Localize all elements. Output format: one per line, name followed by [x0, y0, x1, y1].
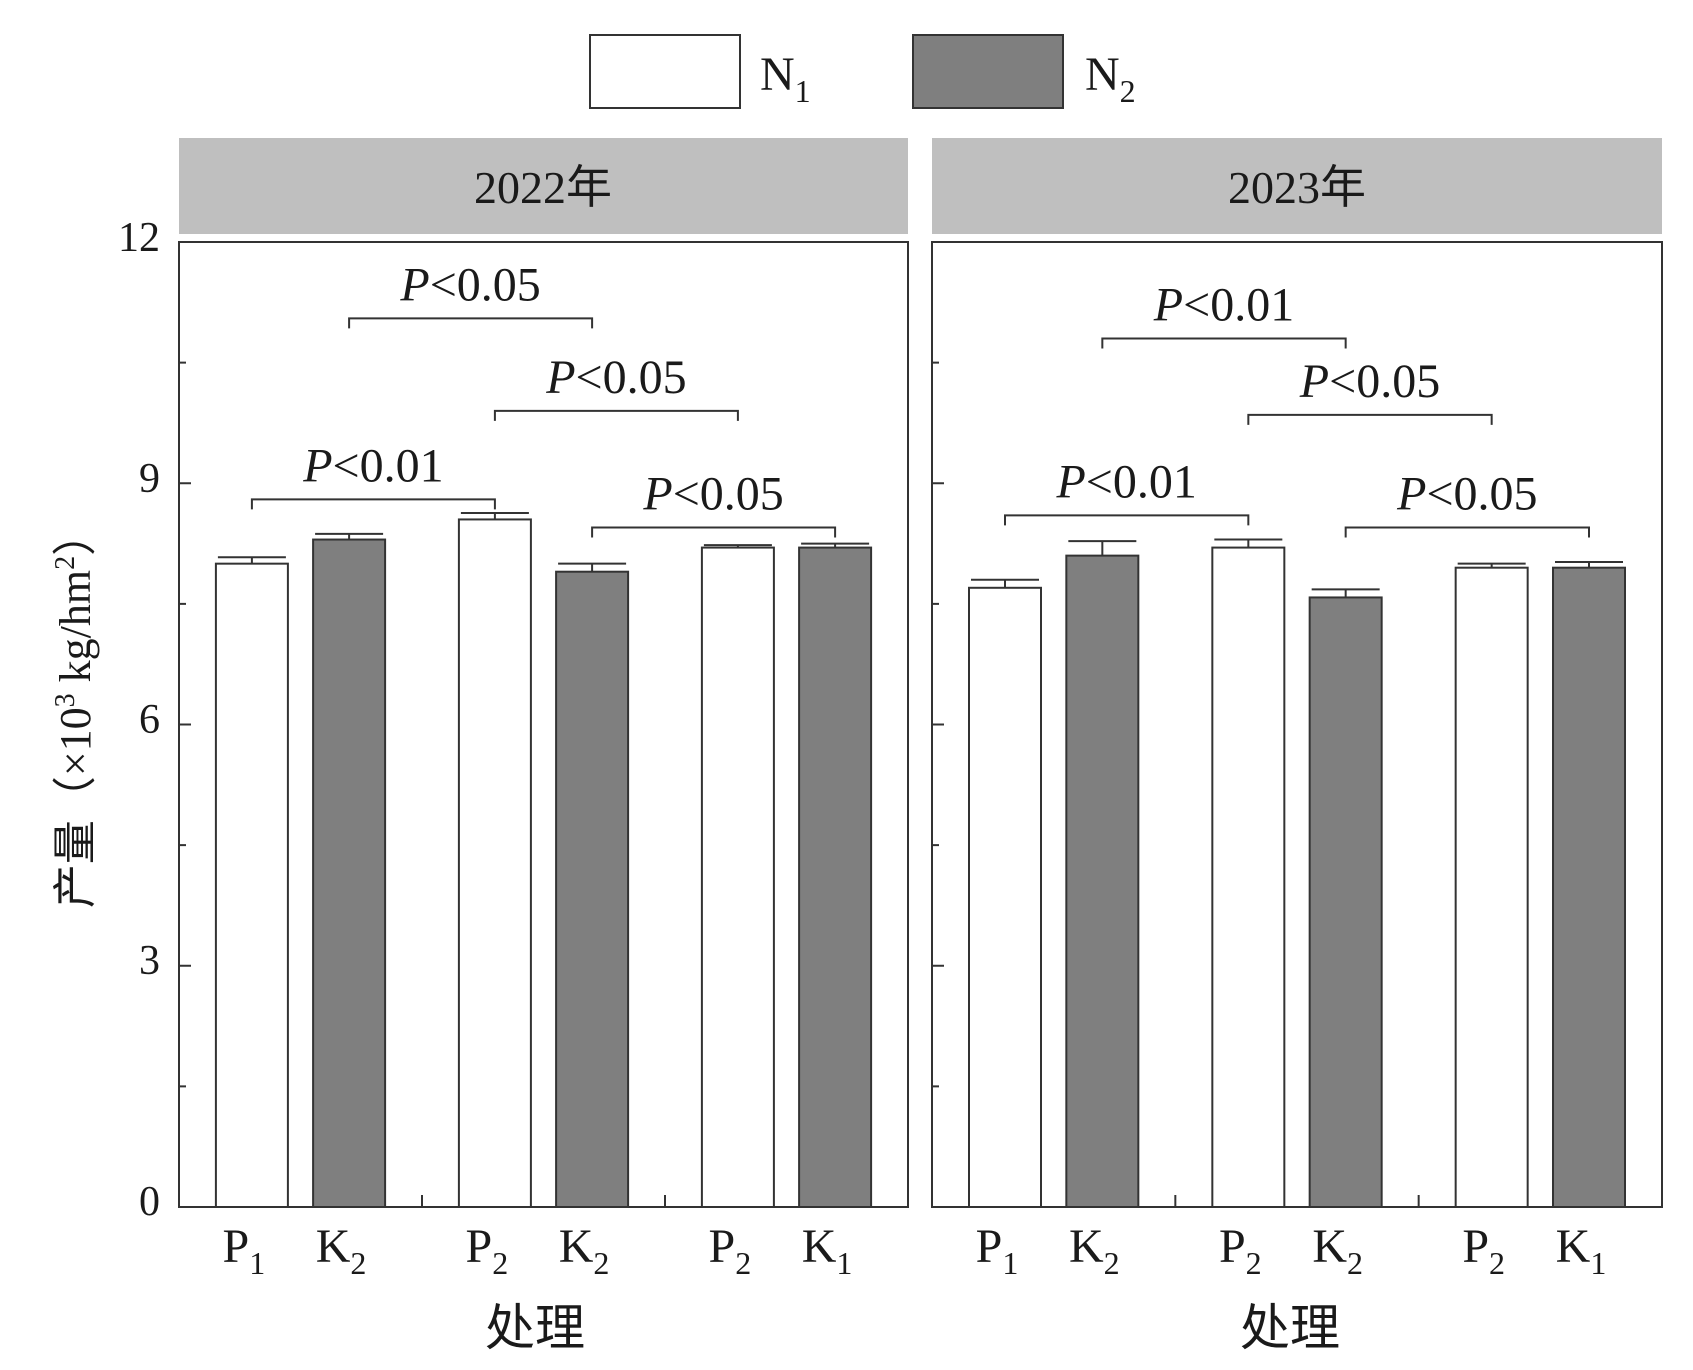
legend-label-n1: N1: [760, 48, 811, 109]
y-tick-label: 12: [118, 215, 160, 261]
significance-bracket: [250, 498, 496, 510]
x-tick-label: P2: [1462, 1220, 1505, 1281]
significance-label: P<0.05: [642, 467, 783, 520]
legend-label-n2: N2: [1085, 48, 1136, 109]
bar: [1308, 596, 1383, 1208]
significance-label: P<0.01: [1153, 279, 1294, 332]
bar: [1211, 546, 1286, 1208]
bar: [555, 570, 630, 1208]
x-tick-label: K2: [1069, 1220, 1120, 1281]
bar: [700, 546, 775, 1208]
x-tick-label: P1: [976, 1220, 1019, 1281]
y-tick-label: 6: [139, 697, 160, 743]
x-axis-title-2023: 处理: [1240, 1300, 1340, 1356]
x-tick-label: P2: [466, 1220, 509, 1281]
significance-bracket: [591, 526, 837, 538]
significance-bracket: [1344, 526, 1590, 538]
bar: [1552, 566, 1626, 1208]
bar: [457, 518, 532, 1208]
significance-label: P<0.05: [1299, 355, 1440, 408]
legend: N1 N2: [589, 34, 1136, 109]
x-tick-label: K2: [559, 1220, 610, 1281]
x-tick-label: P1: [223, 1220, 266, 1281]
x-axis-title-2022: 处理: [485, 1300, 585, 1356]
panel-title-2023: 2023年: [1228, 162, 1366, 213]
bar: [1065, 554, 1140, 1208]
y-tick-label: 9: [139, 456, 160, 502]
bar: [312, 538, 387, 1208]
panel-strip-2023: [932, 138, 1662, 234]
significance-label: P<0.05: [399, 258, 540, 311]
bar: [968, 586, 1042, 1208]
panel-title-2022: 2022年: [474, 162, 612, 213]
y-tick-label: 0: [139, 1179, 160, 1225]
legend-swatch-n1: [589, 34, 741, 109]
x-tick-label: P2: [1219, 1220, 1262, 1281]
y-tick-labels: 0 3 6 9 12: [118, 215, 160, 1225]
significance-label: P<0.01: [1055, 455, 1196, 508]
significance-bracket: [1101, 337, 1347, 349]
y-tick-label: 3: [139, 938, 160, 984]
x-tick-label: K1: [802, 1220, 853, 1281]
x-tick-label: K2: [316, 1220, 367, 1281]
panel-strip-2022: [179, 138, 908, 234]
x-tick-label: K1: [1556, 1220, 1607, 1281]
significance-bracket: [1004, 514, 1250, 526]
x-tick-label: K2: [1312, 1220, 1363, 1281]
bar: [214, 562, 289, 1208]
y-axis-title: 产量（×103 kg/hm2）: [50, 512, 100, 908]
significance-bracket: [348, 317, 594, 329]
significance-bracket: [1247, 413, 1493, 425]
bar: [798, 546, 873, 1208]
bar: [1454, 566, 1529, 1208]
significance-label: P<0.05: [1396, 467, 1537, 520]
x-tick-label: P2: [709, 1220, 752, 1281]
legend-swatch-n2: [912, 34, 1064, 109]
significance-bracket: [493, 409, 739, 421]
significance-label: P<0.01: [302, 439, 443, 492]
significance-label: P<0.05: [545, 351, 686, 404]
